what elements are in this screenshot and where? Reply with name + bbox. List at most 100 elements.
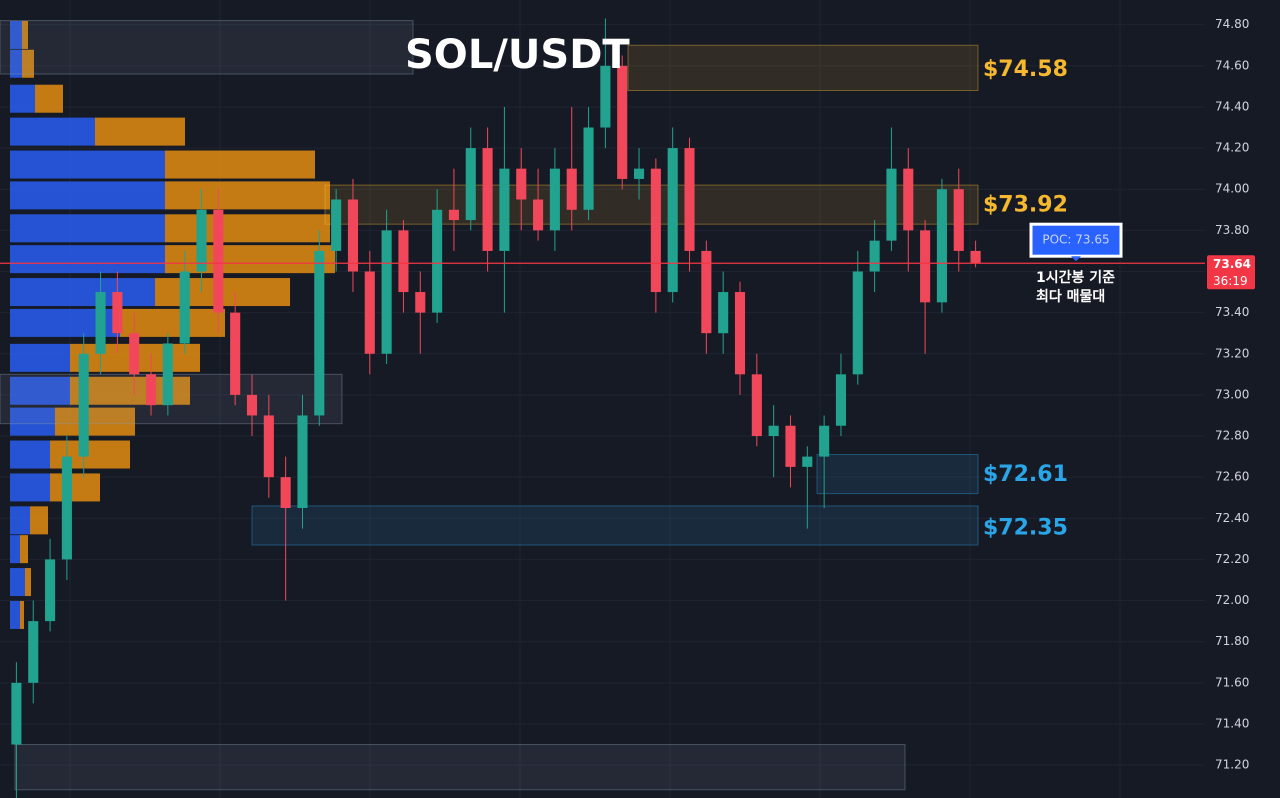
zone-label: $73.92	[983, 193, 1068, 218]
y-tick-label: 72.20	[1215, 552, 1249, 566]
y-tick-label: 71.40	[1215, 716, 1249, 730]
vp-sell	[35, 84, 63, 113]
candle-body	[768, 425, 779, 437]
overlay: $74.58 $73.92 $72.61 $72.35 POC: 73.65 1시간봉 기…	[0, 57, 1205, 541]
candle-body	[566, 168, 577, 210]
zone-label: $72.61	[983, 462, 1068, 487]
vp-sell	[20, 535, 28, 564]
y-tick-label: 71.80	[1215, 634, 1249, 648]
candle-body	[970, 250, 981, 264]
countdown: 36:19	[1213, 274, 1248, 288]
vp-sell	[22, 49, 34, 78]
candle-body	[718, 292, 729, 334]
zone-label: $72.35	[983, 516, 1068, 541]
candle-body	[213, 209, 224, 313]
candle-body	[701, 250, 712, 334]
candle-body	[785, 425, 796, 467]
y-tick-label: 74.40	[1215, 99, 1249, 113]
candle-body	[516, 168, 527, 200]
y-tick-label: 71.60	[1215, 675, 1249, 689]
vp-sell	[55, 407, 135, 436]
candle-body	[297, 415, 308, 509]
y-tick-label: 73.00	[1215, 387, 1249, 401]
candle-body	[145, 374, 157, 406]
y-tick-label: 72.60	[1215, 470, 1249, 484]
y-tick-label: 74.60	[1215, 58, 1249, 72]
candle-body	[835, 374, 847, 426]
y-tick-label: 74.80	[1215, 17, 1249, 31]
vp-sell	[165, 245, 335, 274]
candle-body	[432, 209, 443, 313]
candle-body	[61, 456, 72, 560]
candle-body	[95, 292, 106, 354]
last-price-box	[1207, 255, 1255, 290]
candle-body	[650, 168, 661, 293]
candle-body	[903, 168, 914, 231]
candle-body	[953, 189, 964, 251]
y-tick-label: 72.00	[1215, 593, 1249, 607]
candle-body	[936, 189, 947, 303]
candle-body	[364, 271, 375, 354]
poc-label: POC: 73.65	[1042, 233, 1109, 247]
candle-body	[129, 333, 140, 375]
candle-body	[802, 456, 813, 467]
candle-body	[398, 230, 409, 293]
candle-body	[263, 415, 274, 478]
vp-buy	[10, 376, 70, 405]
vp-buy	[10, 343, 70, 372]
candle-body	[112, 292, 123, 334]
vp-buy	[10, 506, 30, 535]
zone	[816, 454, 979, 495]
candle-body	[246, 394, 258, 416]
vp-sell	[165, 181, 330, 210]
annotation: 최다 매물대	[1036, 289, 1105, 305]
vp-buy	[10, 214, 165, 243]
candle-body	[482, 148, 493, 251]
candle-body	[583, 127, 594, 210]
last-price-label: 73.64	[1213, 257, 1251, 271]
zone-label: $74.58	[983, 57, 1068, 82]
vp-buy	[10, 150, 165, 179]
y-tick-label: 74.20	[1215, 141, 1249, 155]
vp-sell	[30, 506, 48, 535]
vp-buy	[10, 117, 95, 146]
candle-body	[751, 374, 762, 437]
vp-buy	[10, 245, 165, 274]
y-tick-label: 73.40	[1215, 305, 1249, 319]
vp-buy	[10, 278, 155, 307]
candle-body	[78, 353, 89, 457]
candles	[11, 18, 981, 798]
candle-body	[734, 292, 746, 375]
candle-body	[465, 148, 476, 221]
vp-buy	[10, 84, 35, 113]
candle-body	[11, 682, 22, 745]
vp-buy	[10, 440, 50, 469]
vp-sell	[25, 568, 31, 597]
vp-buy	[10, 600, 20, 629]
vp-sell	[95, 117, 185, 146]
candle-body	[162, 343, 173, 406]
vp-buy	[10, 568, 25, 597]
vp-sell	[165, 214, 330, 243]
candle-body	[28, 621, 39, 683]
candle-body	[45, 559, 56, 622]
candle-body	[347, 199, 359, 272]
vp-buy	[10, 473, 50, 502]
candle-body	[920, 230, 931, 303]
candle-body	[667, 148, 678, 293]
zone	[0, 20, 414, 75]
candle-body	[230, 312, 241, 395]
zone	[14, 744, 906, 791]
candle-body	[314, 250, 325, 416]
y-tick-label: 72.40	[1215, 511, 1249, 525]
candle-body	[448, 209, 459, 221]
y-tick-label: 71.20	[1215, 758, 1249, 772]
zone	[251, 505, 979, 546]
vp-buy	[10, 407, 55, 436]
candle-body	[600, 65, 611, 128]
candle-body	[852, 271, 863, 375]
vp-sell	[165, 150, 315, 179]
